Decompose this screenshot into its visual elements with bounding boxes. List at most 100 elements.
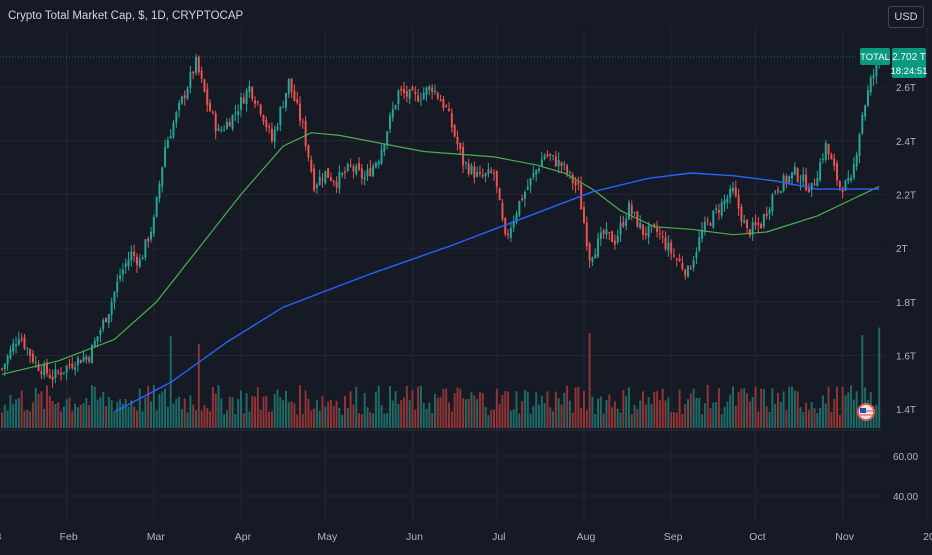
- volume-bar: [138, 388, 141, 428]
- volume-bar: [54, 403, 57, 428]
- volume-bar: [144, 397, 147, 428]
- candle-body: [282, 106, 285, 108]
- candle-body: [37, 363, 40, 371]
- volume-bar: [529, 413, 532, 428]
- volume-bar: [481, 393, 484, 428]
- volume-bar: [217, 385, 220, 428]
- candle-body: [287, 78, 290, 94]
- candle-body: [875, 63, 878, 76]
- candle-body: [619, 223, 622, 235]
- volume-bar: [349, 391, 352, 428]
- volume-bar: [436, 397, 439, 428]
- us-flag-icon: [860, 408, 866, 413]
- candle-body: [864, 105, 867, 117]
- candle-body: [293, 90, 296, 101]
- candle-body: [211, 112, 214, 114]
- candle-body: [774, 191, 777, 193]
- volume-bar: [585, 410, 588, 428]
- volume-bar: [209, 411, 212, 428]
- volume-bar: [161, 391, 164, 428]
- volume-bar: [313, 408, 316, 428]
- candle-body: [321, 179, 324, 181]
- candle-body: [661, 236, 664, 238]
- volume-bar: [150, 401, 152, 428]
- volume-bar: [287, 402, 290, 428]
- volume-bar: [237, 399, 240, 428]
- volume-bar: [34, 387, 37, 428]
- volume-bar: [422, 403, 425, 428]
- volume-bar: [844, 395, 847, 428]
- candle-body: [54, 369, 57, 379]
- volume-bar: [782, 391, 785, 428]
- volume-bar: [439, 396, 442, 428]
- candle-body: [526, 186, 529, 190]
- volume-bar: [729, 394, 732, 428]
- candle-body: [26, 348, 29, 350]
- volume-bar: [858, 411, 861, 428]
- candle-body: [383, 144, 386, 152]
- chart-title: Crypto Total Market Cap, $, 1D, CRYPTOCA…: [8, 10, 244, 22]
- candle-body: [138, 259, 141, 267]
- volume-bar: [76, 407, 79, 428]
- volume-bar: [684, 404, 687, 428]
- volume-bar: [366, 407, 369, 428]
- symbol-badge: [860, 48, 890, 65]
- volume-bar: [195, 410, 197, 428]
- volume-bar: [99, 397, 102, 428]
- volume-bar: [304, 390, 307, 428]
- candle-body: [779, 191, 782, 194]
- candle-body: [681, 263, 684, 269]
- candle-body: [535, 169, 538, 175]
- volume-bar: [254, 396, 257, 428]
- y-tick-label: 1.4T: [896, 405, 916, 416]
- candle-body: [175, 112, 178, 123]
- candle-body: [147, 238, 150, 242]
- volume-bar: [540, 395, 543, 428]
- x-tick-label: 20: [923, 531, 932, 543]
- candle-body: [65, 365, 68, 373]
- volume-bar: [265, 395, 268, 428]
- volume-bar: [417, 386, 420, 428]
- volume-bar: [127, 406, 130, 428]
- volume-bar: [597, 398, 600, 428]
- volume-bar: [96, 399, 99, 428]
- candle-body: [675, 258, 678, 260]
- candle-body: [116, 281, 119, 293]
- osc-tick-label: 60.00: [893, 452, 918, 463]
- volume-bar: [358, 413, 361, 428]
- candle-body: [785, 176, 788, 184]
- candle-body: [644, 233, 647, 236]
- candle-body: [627, 202, 630, 220]
- candle-body: [99, 330, 102, 335]
- volume-bar: [703, 403, 706, 428]
- candle-body: [599, 232, 602, 239]
- candle-body: [48, 374, 51, 378]
- currency-button[interactable]: USD: [888, 6, 924, 28]
- candle-body: [363, 177, 366, 180]
- candle-body: [102, 320, 105, 330]
- volume-bar: [509, 410, 512, 428]
- candle-body: [776, 189, 779, 192]
- candle-body: [445, 105, 448, 107]
- volume-bar: [93, 386, 96, 428]
- volume-bar: [861, 335, 864, 428]
- candle-body: [813, 184, 816, 186]
- candle-body: [830, 154, 833, 160]
- candle-body: [200, 70, 203, 79]
- candle-body: [335, 181, 338, 188]
- candle-body: [689, 267, 692, 270]
- last-value-label: 2.702 T: [892, 52, 926, 63]
- volume-bar: [554, 391, 557, 428]
- volume-bar: [403, 397, 406, 428]
- candle-body: [391, 109, 394, 118]
- volume-bar: [574, 387, 577, 428]
- candle-body: [166, 139, 169, 149]
- volume-bar: [37, 393, 40, 428]
- candle-body: [751, 222, 754, 235]
- candle-body: [552, 155, 555, 157]
- volume-bar: [740, 388, 743, 428]
- volume-bar: [256, 387, 259, 428]
- volume-bar: [464, 399, 467, 428]
